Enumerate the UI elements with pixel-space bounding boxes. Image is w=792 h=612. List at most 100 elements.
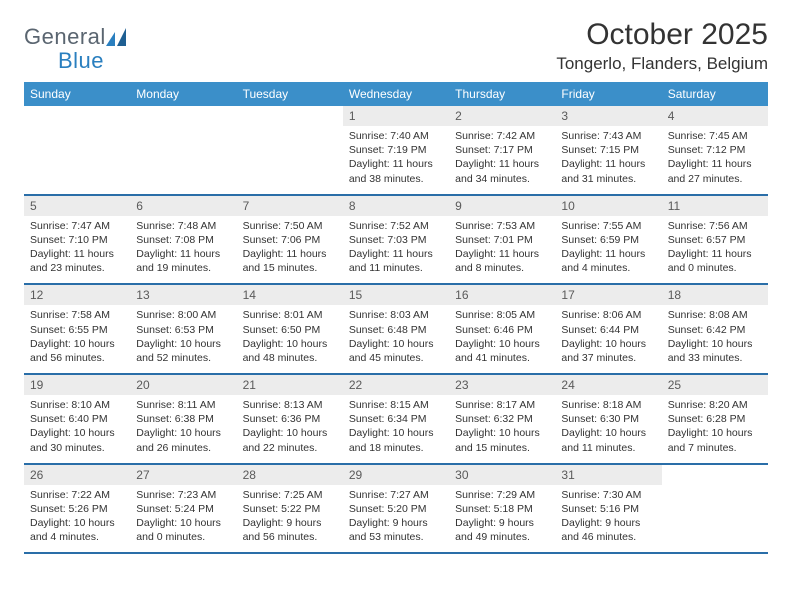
sunrise-text: Sunrise: 8:11 AM [136, 398, 230, 412]
sunset-text: Sunset: 7:17 PM [455, 143, 549, 157]
day-body: Sunrise: 7:23 AMSunset: 5:24 PMDaylight:… [130, 485, 236, 553]
sunset-text: Sunset: 5:22 PM [243, 502, 337, 516]
calendar: Sunday Monday Tuesday Wednesday Thursday… [24, 82, 768, 554]
day-number: 3 [555, 106, 661, 126]
day-cell: 7Sunrise: 7:50 AMSunset: 7:06 PMDaylight… [237, 196, 343, 284]
day-number: 9 [449, 196, 555, 216]
day-number: 6 [130, 196, 236, 216]
day-body: Sunrise: 7:53 AMSunset: 7:01 PMDaylight:… [449, 216, 555, 284]
weekday-tuesday: Tuesday [237, 82, 343, 106]
day-body: Sunrise: 7:27 AMSunset: 5:20 PMDaylight:… [343, 485, 449, 553]
sunset-text: Sunset: 6:32 PM [455, 412, 549, 426]
daylight-text: Daylight: 11 hours and 11 minutes. [349, 247, 443, 275]
sunset-text: Sunset: 6:59 PM [561, 233, 655, 247]
day-cell: 22Sunrise: 8:15 AMSunset: 6:34 PMDayligh… [343, 375, 449, 463]
sunset-text: Sunset: 5:20 PM [349, 502, 443, 516]
day-cell: 30Sunrise: 7:29 AMSunset: 5:18 PMDayligh… [449, 465, 555, 553]
sunrise-text: Sunrise: 7:58 AM [30, 308, 124, 322]
daylight-text: Daylight: 11 hours and 4 minutes. [561, 247, 655, 275]
day-number: 22 [343, 375, 449, 395]
sunset-text: Sunset: 7:19 PM [349, 143, 443, 157]
day-body: Sunrise: 8:01 AMSunset: 6:50 PMDaylight:… [237, 305, 343, 373]
day-number: 19 [24, 375, 130, 395]
daylight-text: Daylight: 10 hours and 11 minutes. [561, 426, 655, 454]
day-cell: 8Sunrise: 7:52 AMSunset: 7:03 PMDaylight… [343, 196, 449, 284]
sunset-text: Sunset: 7:15 PM [561, 143, 655, 157]
day-cell: 12Sunrise: 7:58 AMSunset: 6:55 PMDayligh… [24, 285, 130, 373]
day-cell: 17Sunrise: 8:06 AMSunset: 6:44 PMDayligh… [555, 285, 661, 373]
day-cell: 10Sunrise: 7:55 AMSunset: 6:59 PMDayligh… [555, 196, 661, 284]
daylight-text: Daylight: 10 hours and 33 minutes. [668, 337, 762, 365]
day-cell: 24Sunrise: 8:18 AMSunset: 6:30 PMDayligh… [555, 375, 661, 463]
day-cell: 1Sunrise: 7:40 AMSunset: 7:19 PMDaylight… [343, 106, 449, 194]
day-cell [237, 106, 343, 194]
day-cell: 3Sunrise: 7:43 AMSunset: 7:15 PMDaylight… [555, 106, 661, 194]
daylight-text: Daylight: 10 hours and 56 minutes. [30, 337, 124, 365]
sunset-text: Sunset: 5:24 PM [136, 502, 230, 516]
day-body: Sunrise: 8:17 AMSunset: 6:32 PMDaylight:… [449, 395, 555, 463]
sails-icon [106, 28, 128, 46]
daylight-text: Daylight: 11 hours and 19 minutes. [136, 247, 230, 275]
sunset-text: Sunset: 6:57 PM [668, 233, 762, 247]
sunrise-text: Sunrise: 8:01 AM [243, 308, 337, 322]
daylight-text: Daylight: 10 hours and 7 minutes. [668, 426, 762, 454]
sunset-text: Sunset: 6:34 PM [349, 412, 443, 426]
weekday-wednesday: Wednesday [343, 82, 449, 106]
day-body: Sunrise: 8:10 AMSunset: 6:40 PMDaylight:… [24, 395, 130, 463]
day-cell: 11Sunrise: 7:56 AMSunset: 6:57 PMDayligh… [662, 196, 768, 284]
day-number: 8 [343, 196, 449, 216]
weekday-sunday: Sunday [24, 82, 130, 106]
day-body: Sunrise: 8:03 AMSunset: 6:48 PMDaylight:… [343, 305, 449, 373]
sunrise-text: Sunrise: 7:25 AM [243, 488, 337, 502]
week-row: 26Sunrise: 7:22 AMSunset: 5:26 PMDayligh… [24, 465, 768, 555]
sunrise-text: Sunrise: 8:06 AM [561, 308, 655, 322]
sunset-text: Sunset: 7:03 PM [349, 233, 443, 247]
day-body: Sunrise: 7:52 AMSunset: 7:03 PMDaylight:… [343, 216, 449, 284]
sunset-text: Sunset: 7:10 PM [30, 233, 124, 247]
day-body: Sunrise: 7:29 AMSunset: 5:18 PMDaylight:… [449, 485, 555, 553]
sunset-text: Sunset: 6:50 PM [243, 323, 337, 337]
day-body: Sunrise: 7:55 AMSunset: 6:59 PMDaylight:… [555, 216, 661, 284]
sunset-text: Sunset: 6:38 PM [136, 412, 230, 426]
day-number: 27 [130, 465, 236, 485]
day-number: 14 [237, 285, 343, 305]
daylight-text: Daylight: 11 hours and 8 minutes. [455, 247, 549, 275]
sunrise-text: Sunrise: 7:30 AM [561, 488, 655, 502]
day-number [130, 106, 236, 125]
day-body: Sunrise: 7:40 AMSunset: 7:19 PMDaylight:… [343, 126, 449, 194]
day-number [24, 106, 130, 125]
day-body: Sunrise: 8:06 AMSunset: 6:44 PMDaylight:… [555, 305, 661, 373]
daylight-text: Daylight: 10 hours and 45 minutes. [349, 337, 443, 365]
sunset-text: Sunset: 6:40 PM [30, 412, 124, 426]
day-number: 21 [237, 375, 343, 395]
daylight-text: Daylight: 10 hours and 4 minutes. [30, 516, 124, 544]
sunset-text: Sunset: 6:55 PM [30, 323, 124, 337]
day-number: 31 [555, 465, 661, 485]
weekday-header: Sunday Monday Tuesday Wednesday Thursday… [24, 82, 768, 106]
day-number: 7 [237, 196, 343, 216]
day-number: 4 [662, 106, 768, 126]
day-cell: 20Sunrise: 8:11 AMSunset: 6:38 PMDayligh… [130, 375, 236, 463]
sunrise-text: Sunrise: 8:05 AM [455, 308, 549, 322]
sunset-text: Sunset: 5:16 PM [561, 502, 655, 516]
day-number: 18 [662, 285, 768, 305]
daylight-text: Daylight: 11 hours and 0 minutes. [668, 247, 762, 275]
daylight-text: Daylight: 10 hours and 52 minutes. [136, 337, 230, 365]
sunrise-text: Sunrise: 7:52 AM [349, 219, 443, 233]
day-cell: 31Sunrise: 7:30 AMSunset: 5:16 PMDayligh… [555, 465, 661, 553]
week-row: 1Sunrise: 7:40 AMSunset: 7:19 PMDaylight… [24, 106, 768, 196]
sunrise-text: Sunrise: 8:20 AM [668, 398, 762, 412]
day-body: Sunrise: 8:13 AMSunset: 6:36 PMDaylight:… [237, 395, 343, 463]
daylight-text: Daylight: 10 hours and 48 minutes. [243, 337, 337, 365]
sunset-text: Sunset: 5:18 PM [455, 502, 549, 516]
day-cell: 18Sunrise: 8:08 AMSunset: 6:42 PMDayligh… [662, 285, 768, 373]
sunrise-text: Sunrise: 7:42 AM [455, 129, 549, 143]
day-cell: 6Sunrise: 7:48 AMSunset: 7:08 PMDaylight… [130, 196, 236, 284]
day-cell: 26Sunrise: 7:22 AMSunset: 5:26 PMDayligh… [24, 465, 130, 553]
day-body [130, 125, 236, 187]
day-cell: 14Sunrise: 8:01 AMSunset: 6:50 PMDayligh… [237, 285, 343, 373]
sunset-text: Sunset: 6:28 PM [668, 412, 762, 426]
day-body: Sunrise: 7:42 AMSunset: 7:17 PMDaylight:… [449, 126, 555, 194]
day-cell: 27Sunrise: 7:23 AMSunset: 5:24 PMDayligh… [130, 465, 236, 553]
day-body: Sunrise: 7:56 AMSunset: 6:57 PMDaylight:… [662, 216, 768, 284]
